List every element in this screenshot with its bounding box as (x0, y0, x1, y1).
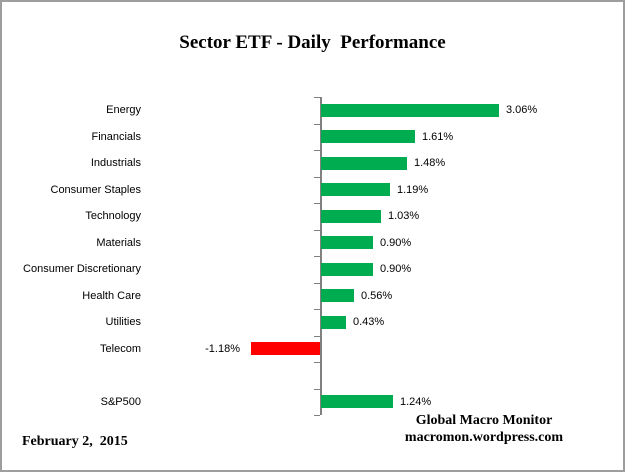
axis-tick (314, 123, 320, 125)
axis-tick (314, 335, 320, 337)
bar (321, 103, 499, 117)
value-label: 3.06% (506, 104, 538, 116)
value-label: 1.48% (414, 157, 446, 169)
axis-tick (314, 203, 320, 204)
source-name: Global Macro Monitor (415, 413, 553, 428)
bar (321, 156, 407, 170)
category-label: Technology (85, 210, 141, 222)
category-label: Consumer Staples (50, 183, 142, 196)
axis-tick (314, 229, 320, 231)
category-label: S&P500 (100, 395, 141, 408)
axis-tick (314, 309, 320, 310)
category-label: Materials (96, 236, 141, 249)
value-label: 1.03% (388, 210, 420, 222)
value-axis-line (320, 97, 322, 415)
axis-tick (314, 388, 320, 390)
category-label: Utilities (105, 316, 141, 328)
axis-tick (314, 176, 320, 178)
category-label: Financials (91, 130, 141, 143)
footer-source: Global Macro Monitor macromon.wordpress.… (396, 412, 572, 446)
axis-tick (314, 362, 320, 363)
bar (321, 209, 381, 223)
footer-date: February 2, 2015 (22, 434, 128, 449)
axis-tick (314, 97, 320, 98)
value-label: 1.61% (422, 130, 454, 143)
axis-tick (314, 150, 320, 151)
category-label: Consumer Discretionary (23, 263, 141, 275)
category-label: Telecom (100, 342, 141, 355)
value-label: 0.56% (361, 289, 393, 302)
value-label: 0.43% (353, 316, 385, 328)
bar (321, 262, 373, 276)
category-label: Industrials (90, 157, 141, 169)
bar (321, 183, 390, 197)
value-label: -1.18% (205, 342, 240, 355)
value-label: 0.90% (380, 236, 412, 249)
bar (321, 395, 393, 409)
category-label: Health Care (82, 289, 141, 302)
bar (321, 289, 354, 303)
value-label: 1.24% (400, 395, 432, 408)
bar (321, 315, 346, 329)
axis-tick (314, 415, 320, 416)
axis-tick (314, 256, 320, 257)
category-label: Energy (106, 104, 141, 116)
bar (251, 342, 320, 356)
axis-tick (314, 282, 320, 284)
chart-title: Sector ETF - Daily Performance (179, 32, 446, 53)
bar (321, 130, 415, 144)
value-label: 1.19% (397, 183, 429, 196)
value-label: 0.90% (380, 263, 412, 275)
bar (321, 236, 373, 250)
source-url: macromon.wordpress.com (404, 430, 564, 445)
